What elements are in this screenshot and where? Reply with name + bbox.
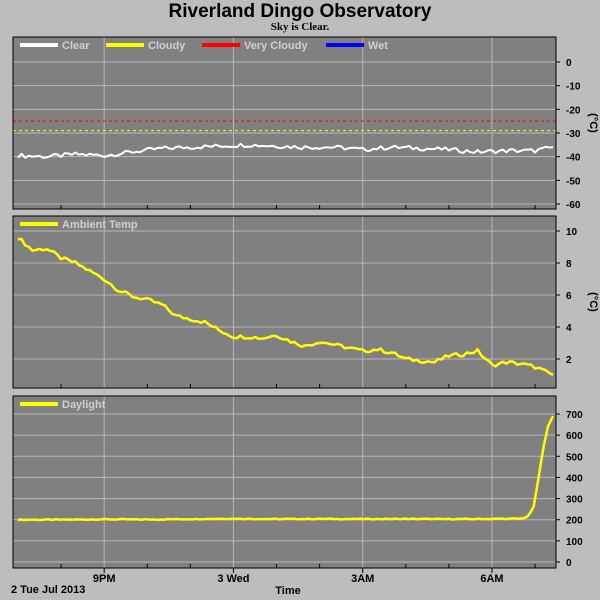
x-tick-label: 6AM	[480, 573, 503, 585]
y-tick-label: 200	[566, 516, 583, 527]
y-tick-label: -30	[566, 129, 581, 140]
ambient-temperature-panel: 10 8 6 4 2 Ambient Temp (°C)	[12, 215, 599, 389]
y-tick-label: -20	[566, 105, 581, 116]
y-tick-label: 4	[566, 323, 572, 334]
y-tick-label: -50	[566, 176, 581, 187]
legend-label: Wet	[368, 40, 388, 52]
series-line-ambient-temp	[17, 237, 554, 377]
y-tick-label: -10	[566, 82, 581, 93]
y-axis-unit: (°C)	[587, 113, 599, 133]
plot-area	[13, 37, 556, 209]
y-tick-label: 2	[566, 355, 572, 366]
y-tick-label: 0	[566, 58, 572, 69]
plot-frame	[12, 215, 557, 389]
chart-title: Riverland Dingo Observatory	[168, 1, 432, 22]
daylight-panel: 700 600 500 400 300 200 100 0 Daylight	[12, 395, 583, 569]
plot-frame	[12, 36, 557, 210]
plot-area	[13, 396, 556, 568]
legend-label: Cloudy	[148, 40, 186, 52]
x-tick-label: 9PM	[93, 573, 116, 585]
legend-label: Very Cloudy	[244, 40, 308, 52]
series-line-daylight	[17, 415, 555, 522]
legend-label: Ambient Temp	[62, 219, 138, 231]
x-axis-title: Time	[275, 585, 300, 597]
y-tick-label: 400	[566, 473, 583, 484]
y-tick-label: 6	[566, 291, 572, 302]
time-axis: 2 Tue Jul 2013 Time 9PM 3 Wed 3AM 6AM	[11, 568, 504, 597]
x-tick-label: 3 Wed	[217, 573, 249, 585]
x-tick-label: 3AM	[351, 573, 374, 585]
plot-frame	[12, 395, 557, 569]
y-tick-label: 300	[566, 495, 583, 506]
sky-temperature-panel: 0 -10 -20 -30 -40 -50 -60 Clear Cloudy Very Cloud…	[12, 36, 599, 211]
y-tick-label: -40	[566, 153, 581, 164]
y-tick-label: 100	[566, 537, 583, 548]
y-tick-label: 8	[566, 259, 572, 270]
y-tick-label: 0	[566, 558, 572, 569]
date-label: 2 Tue Jul 2013	[11, 584, 85, 596]
y-tick-label: 700	[566, 410, 583, 421]
y-tick-label: -60	[566, 200, 581, 211]
y-tick-label: 600	[566, 431, 583, 442]
y-axis-unit: (°C)	[587, 292, 599, 312]
legend-label: Daylight	[62, 399, 106, 411]
y-tick-label: 500	[566, 452, 583, 463]
sky-status: Sky is Clear.	[270, 21, 330, 33]
legend-label: Clear	[62, 40, 90, 52]
plot-area	[13, 216, 556, 388]
y-tick-label: 10	[566, 227, 578, 238]
series-line-clear	[17, 142, 554, 159]
